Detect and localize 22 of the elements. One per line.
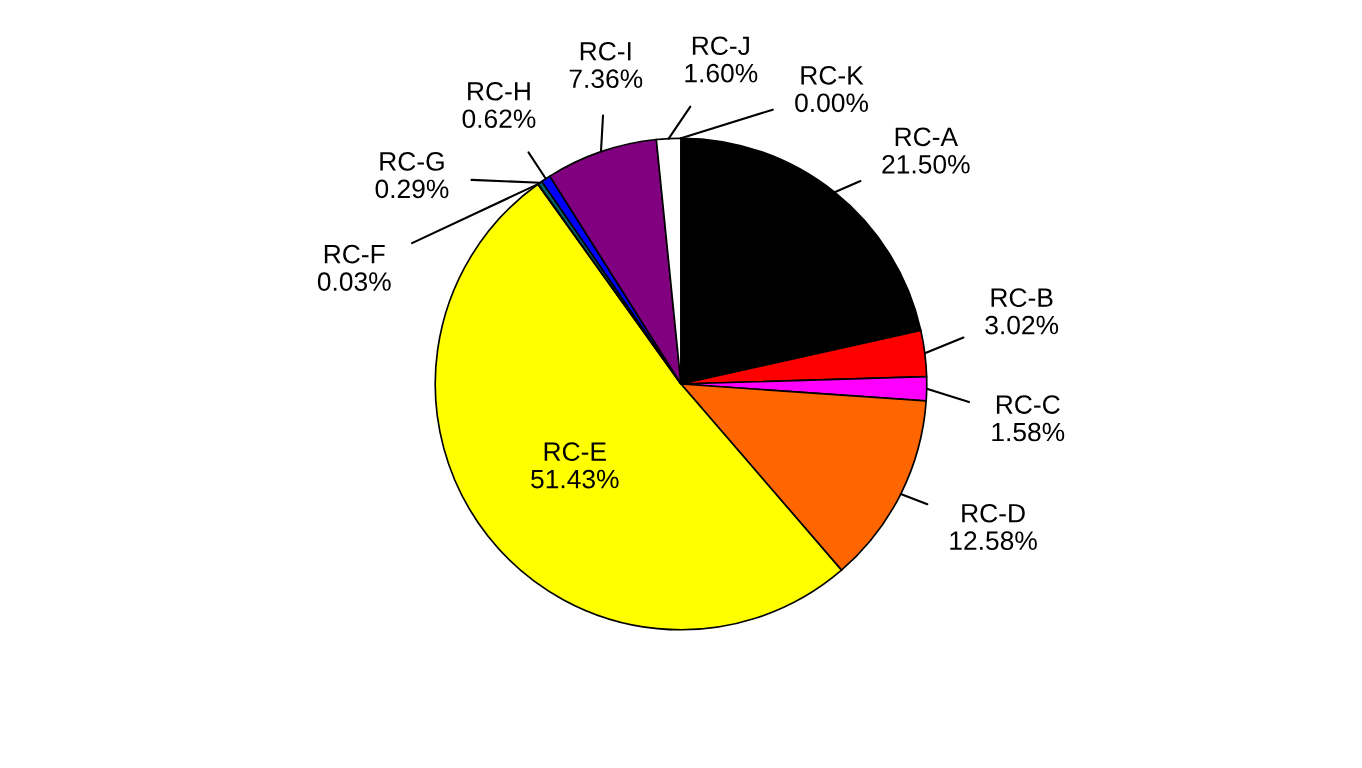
slice-label: RC-B bbox=[991, 288, 1053, 307]
slice-label: RC-H bbox=[468, 81, 530, 101]
data-label: 12.58% bbox=[950, 531, 1037, 551]
data-label: 0.29% bbox=[375, 179, 449, 199]
data-label: 3.02% bbox=[985, 315, 1059, 335]
data-label: 7.36% bbox=[569, 69, 643, 89]
slice-label: RC-C bbox=[996, 395, 1060, 414]
data-label: 1.60% bbox=[685, 63, 758, 83]
slice-label: RC-J bbox=[692, 36, 749, 56]
slice-label: RC-I bbox=[580, 41, 631, 61]
slice-label: RC-G bbox=[380, 152, 444, 171]
slice-label: RC-E bbox=[544, 442, 606, 461]
data-label: 0.03% bbox=[317, 272, 391, 291]
data-label: 1.58% bbox=[992, 422, 1065, 442]
text: 0.00% bbox=[795, 93, 868, 113]
legend-label: RC-D bbox=[962, 503, 1025, 523]
slice-label: RC-A bbox=[895, 127, 959, 147]
data-label: 51.43% bbox=[531, 469, 619, 489]
data-label: 21.50% bbox=[882, 154, 970, 174]
slice-label: RC-F bbox=[324, 244, 385, 264]
data-label: 0.62% bbox=[462, 109, 536, 129]
category-label: RC-K bbox=[801, 65, 864, 85]
